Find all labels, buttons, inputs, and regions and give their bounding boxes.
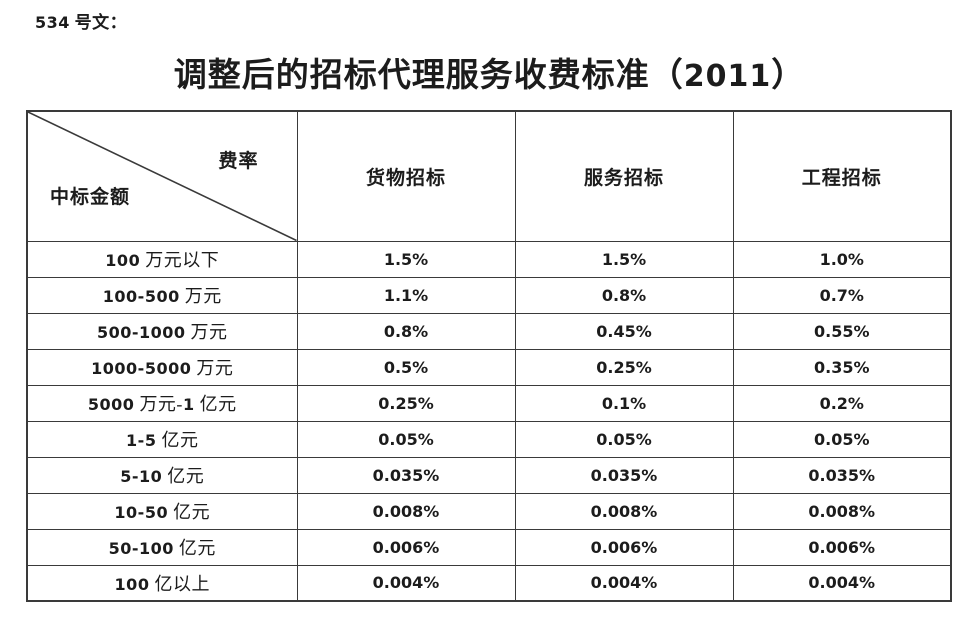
rate-value: 0.35% <box>732 348 952 386</box>
corner-label-rate: 费率 <box>218 151 259 172</box>
table-row: 10-50 亿元 0.008% 0.008% 0.008% <box>26 492 952 530</box>
diagonal-corner-cell: 费率 中标金额 <box>26 110 298 242</box>
rate-value: 0.035% <box>296 456 516 494</box>
rate-value: 1.0% <box>732 240 952 278</box>
table-row: 1000-5000 万元 0.5% 0.25% 0.35% <box>26 348 952 386</box>
rate-value: 0.05% <box>514 420 734 458</box>
rate-value: 1.5% <box>296 240 516 278</box>
table-row: 100 万元以下 1.5% 1.5% 1.0% <box>26 240 952 278</box>
corner-label-amount: 中标金额 <box>50 186 131 208</box>
rate-value: 0.006% <box>514 528 734 566</box>
row-label: 100 万元以下 <box>26 240 298 278</box>
column-header-goods: 货物招标 <box>296 110 516 242</box>
rate-value: 0.25% <box>514 348 734 386</box>
rate-value: 0.006% <box>296 528 516 566</box>
rate-value: 0.05% <box>296 420 516 458</box>
rate-value: 0.1% <box>514 384 734 422</box>
rate-value: 1.1% <box>296 276 516 314</box>
table-row: 50-100 亿元 0.006% 0.006% 0.006% <box>26 528 952 566</box>
rate-value: 1.5% <box>514 240 734 278</box>
row-label: 10-50 亿元 <box>26 492 298 530</box>
table-header-row: 费率 中标金额 货物招标 服务招标 工程招标 <box>26 110 952 242</box>
doc-reference-number: 534 号文： <box>35 13 128 32</box>
rate-value: 0.55% <box>732 312 952 350</box>
rate-value: 0.2% <box>732 384 952 422</box>
rate-value: 0.008% <box>514 492 734 530</box>
row-label: 5-10 亿元 <box>26 456 298 494</box>
row-label: 1000-5000 万元 <box>26 348 298 386</box>
table-row: 1-5 亿元 0.05% 0.05% 0.05% <box>26 420 952 458</box>
table-row: 100 亿以上 0.004% 0.004% 0.004% <box>26 564 952 602</box>
column-header-engineering: 工程招标 <box>732 110 952 242</box>
fee-rate-table: 费率 中标金额 货物招标 服务招标 工程招标 100 万元以下 1.5% 1.5… <box>26 110 952 602</box>
rate-value: 0.8% <box>296 312 516 350</box>
rate-value: 0.8% <box>514 276 734 314</box>
row-label: 100-500 万元 <box>26 276 298 314</box>
rate-value: 0.006% <box>732 528 952 566</box>
column-header-services: 服务招标 <box>514 110 734 242</box>
row-label: 50-100 亿元 <box>26 528 298 566</box>
rate-value: 0.05% <box>732 420 952 458</box>
table-row: 5-10 亿元 0.035% 0.035% 0.035% <box>26 456 952 494</box>
diagonal-divider-line <box>28 112 297 241</box>
row-label: 1-5 亿元 <box>26 420 298 458</box>
rate-value: 0.25% <box>296 384 516 422</box>
rate-value: 0.45% <box>514 312 734 350</box>
rate-value: 0.035% <box>732 456 952 494</box>
table-row: 100-500 万元 1.1% 0.8% 0.7% <box>26 276 952 314</box>
rate-value: 0.5% <box>296 348 516 386</box>
rate-value: 0.008% <box>732 492 952 530</box>
rate-value: 0.008% <box>296 492 516 530</box>
rate-value: 0.004% <box>296 564 516 602</box>
rate-value: 0.7% <box>732 276 952 314</box>
row-label: 5000 万元-1 亿元 <box>26 384 298 422</box>
rate-value: 0.035% <box>514 456 734 494</box>
table-row: 500-1000 万元 0.8% 0.45% 0.55% <box>26 312 952 350</box>
page-title: 调整后的招标代理服务收费标准（2011） <box>173 58 806 94</box>
row-label: 100 亿以上 <box>26 564 298 602</box>
rate-value: 0.004% <box>514 564 734 602</box>
table-row: 5000 万元-1 亿元 0.25% 0.1% 0.2% <box>26 384 952 422</box>
row-label: 500-1000 万元 <box>26 312 298 350</box>
rate-value: 0.004% <box>732 564 952 602</box>
